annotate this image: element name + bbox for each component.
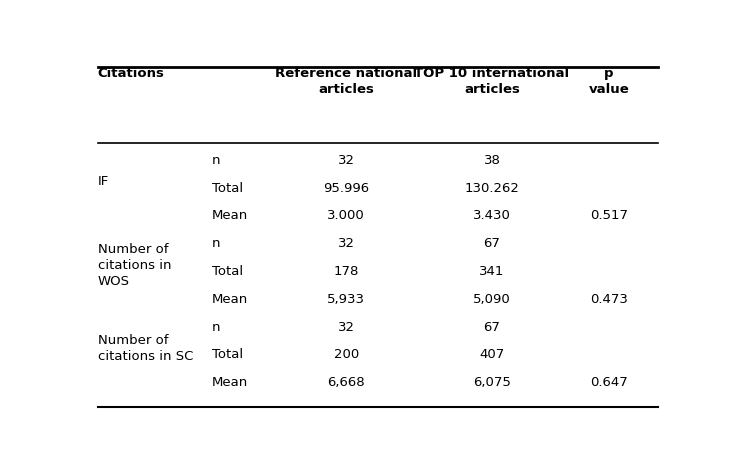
Text: Reference national
articles: Reference national articles [275,67,417,96]
Text: 38: 38 [483,154,500,167]
Text: 95.996: 95.996 [324,182,369,195]
Text: 32: 32 [338,154,354,167]
Text: n: n [212,154,220,167]
Text: 5,933: 5,933 [327,293,366,306]
Text: n: n [212,321,220,333]
Text: Number of
citations in SC: Number of citations in SC [98,334,193,363]
Text: 5,090: 5,090 [473,293,511,306]
Text: p
value: p value [589,67,629,96]
Text: 130.262: 130.262 [464,182,520,195]
Text: 0.473: 0.473 [590,293,628,306]
Text: 6,075: 6,075 [473,376,511,389]
Text: 3.430: 3.430 [473,209,511,222]
Text: 3.000: 3.000 [327,209,365,222]
Text: 67: 67 [483,321,500,333]
Text: 200: 200 [334,348,359,362]
Text: Total: Total [212,265,243,278]
Text: 0.647: 0.647 [590,376,628,389]
Text: Mean: Mean [212,376,248,389]
Text: 32: 32 [338,237,354,250]
Text: 0.517: 0.517 [590,209,628,222]
Text: Number of
citations in
WOS: Number of citations in WOS [98,242,171,287]
Text: TOP 10 international
articles: TOP 10 international articles [414,67,570,96]
Text: 407: 407 [479,348,505,362]
Text: Citations: Citations [98,67,164,80]
Text: Total: Total [212,348,243,362]
Text: 67: 67 [483,237,500,250]
Text: 178: 178 [334,265,359,278]
Text: 32: 32 [338,321,354,333]
Text: IF: IF [98,175,109,188]
Text: Mean: Mean [212,209,248,222]
Text: 341: 341 [479,265,505,278]
Text: Total: Total [212,182,243,195]
Text: 6,668: 6,668 [327,376,365,389]
Text: Mean: Mean [212,293,248,306]
Text: n: n [212,237,220,250]
